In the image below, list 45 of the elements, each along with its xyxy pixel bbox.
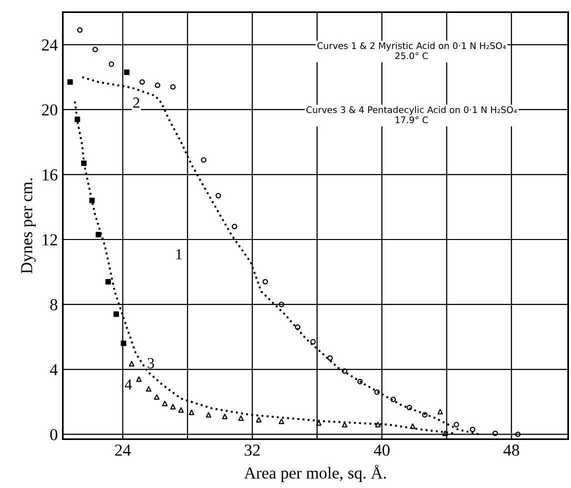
y-tick-label: 8	[50, 299, 58, 310]
y-tick-label: 16	[42, 169, 58, 181]
x-tick-label: 24	[115, 444, 131, 456]
point	[146, 386, 152, 392]
y-axis-title: Dynes per cm.	[21, 178, 36, 274]
annotation: 1	[176, 249, 182, 260]
y-tick-label: 12	[42, 234, 58, 246]
point	[442, 430, 448, 436]
y-tick-label: 20	[42, 104, 58, 116]
x-tick-label: 40	[374, 444, 390, 456]
point	[410, 423, 416, 429]
point	[178, 407, 184, 413]
y-tick-label: 0	[50, 429, 58, 440]
annotation: 4	[124, 379, 132, 390]
y-tick-label: 4	[50, 364, 58, 376]
point	[74, 116, 80, 122]
point	[162, 400, 168, 406]
annotation: Curves 3 & 4 Pentadecylic Acid on 0·1 N H₂SO₄ 17.9° C	[306, 106, 517, 124]
x-tick-label: 48	[503, 444, 520, 456]
point	[128, 360, 134, 366]
point	[81, 160, 87, 166]
point	[256, 416, 262, 422]
x-axis-title: Area per mole, sq. Å.	[244, 464, 386, 482]
x-tick-label: 32	[244, 444, 260, 456]
point	[96, 232, 102, 238]
point	[89, 198, 95, 204]
point	[105, 278, 111, 284]
point	[136, 376, 142, 382]
point	[206, 412, 212, 418]
point	[238, 415, 244, 421]
point	[124, 70, 130, 76]
point	[114, 311, 120, 317]
point	[188, 410, 194, 416]
annotation: 2	[133, 98, 140, 108]
point	[170, 404, 176, 410]
point	[120, 340, 126, 346]
point	[222, 414, 228, 420]
annotation: Curves 1 & 2 Myristic Acid on 0·1 N H₂SO₄ 25.0° C	[317, 42, 506, 60]
y-tick-label: 24	[42, 39, 58, 50]
point	[67, 79, 73, 85]
point	[375, 422, 381, 428]
annotation: 3	[148, 358, 154, 368]
point	[278, 418, 284, 424]
point	[437, 408, 443, 414]
point	[154, 394, 160, 400]
